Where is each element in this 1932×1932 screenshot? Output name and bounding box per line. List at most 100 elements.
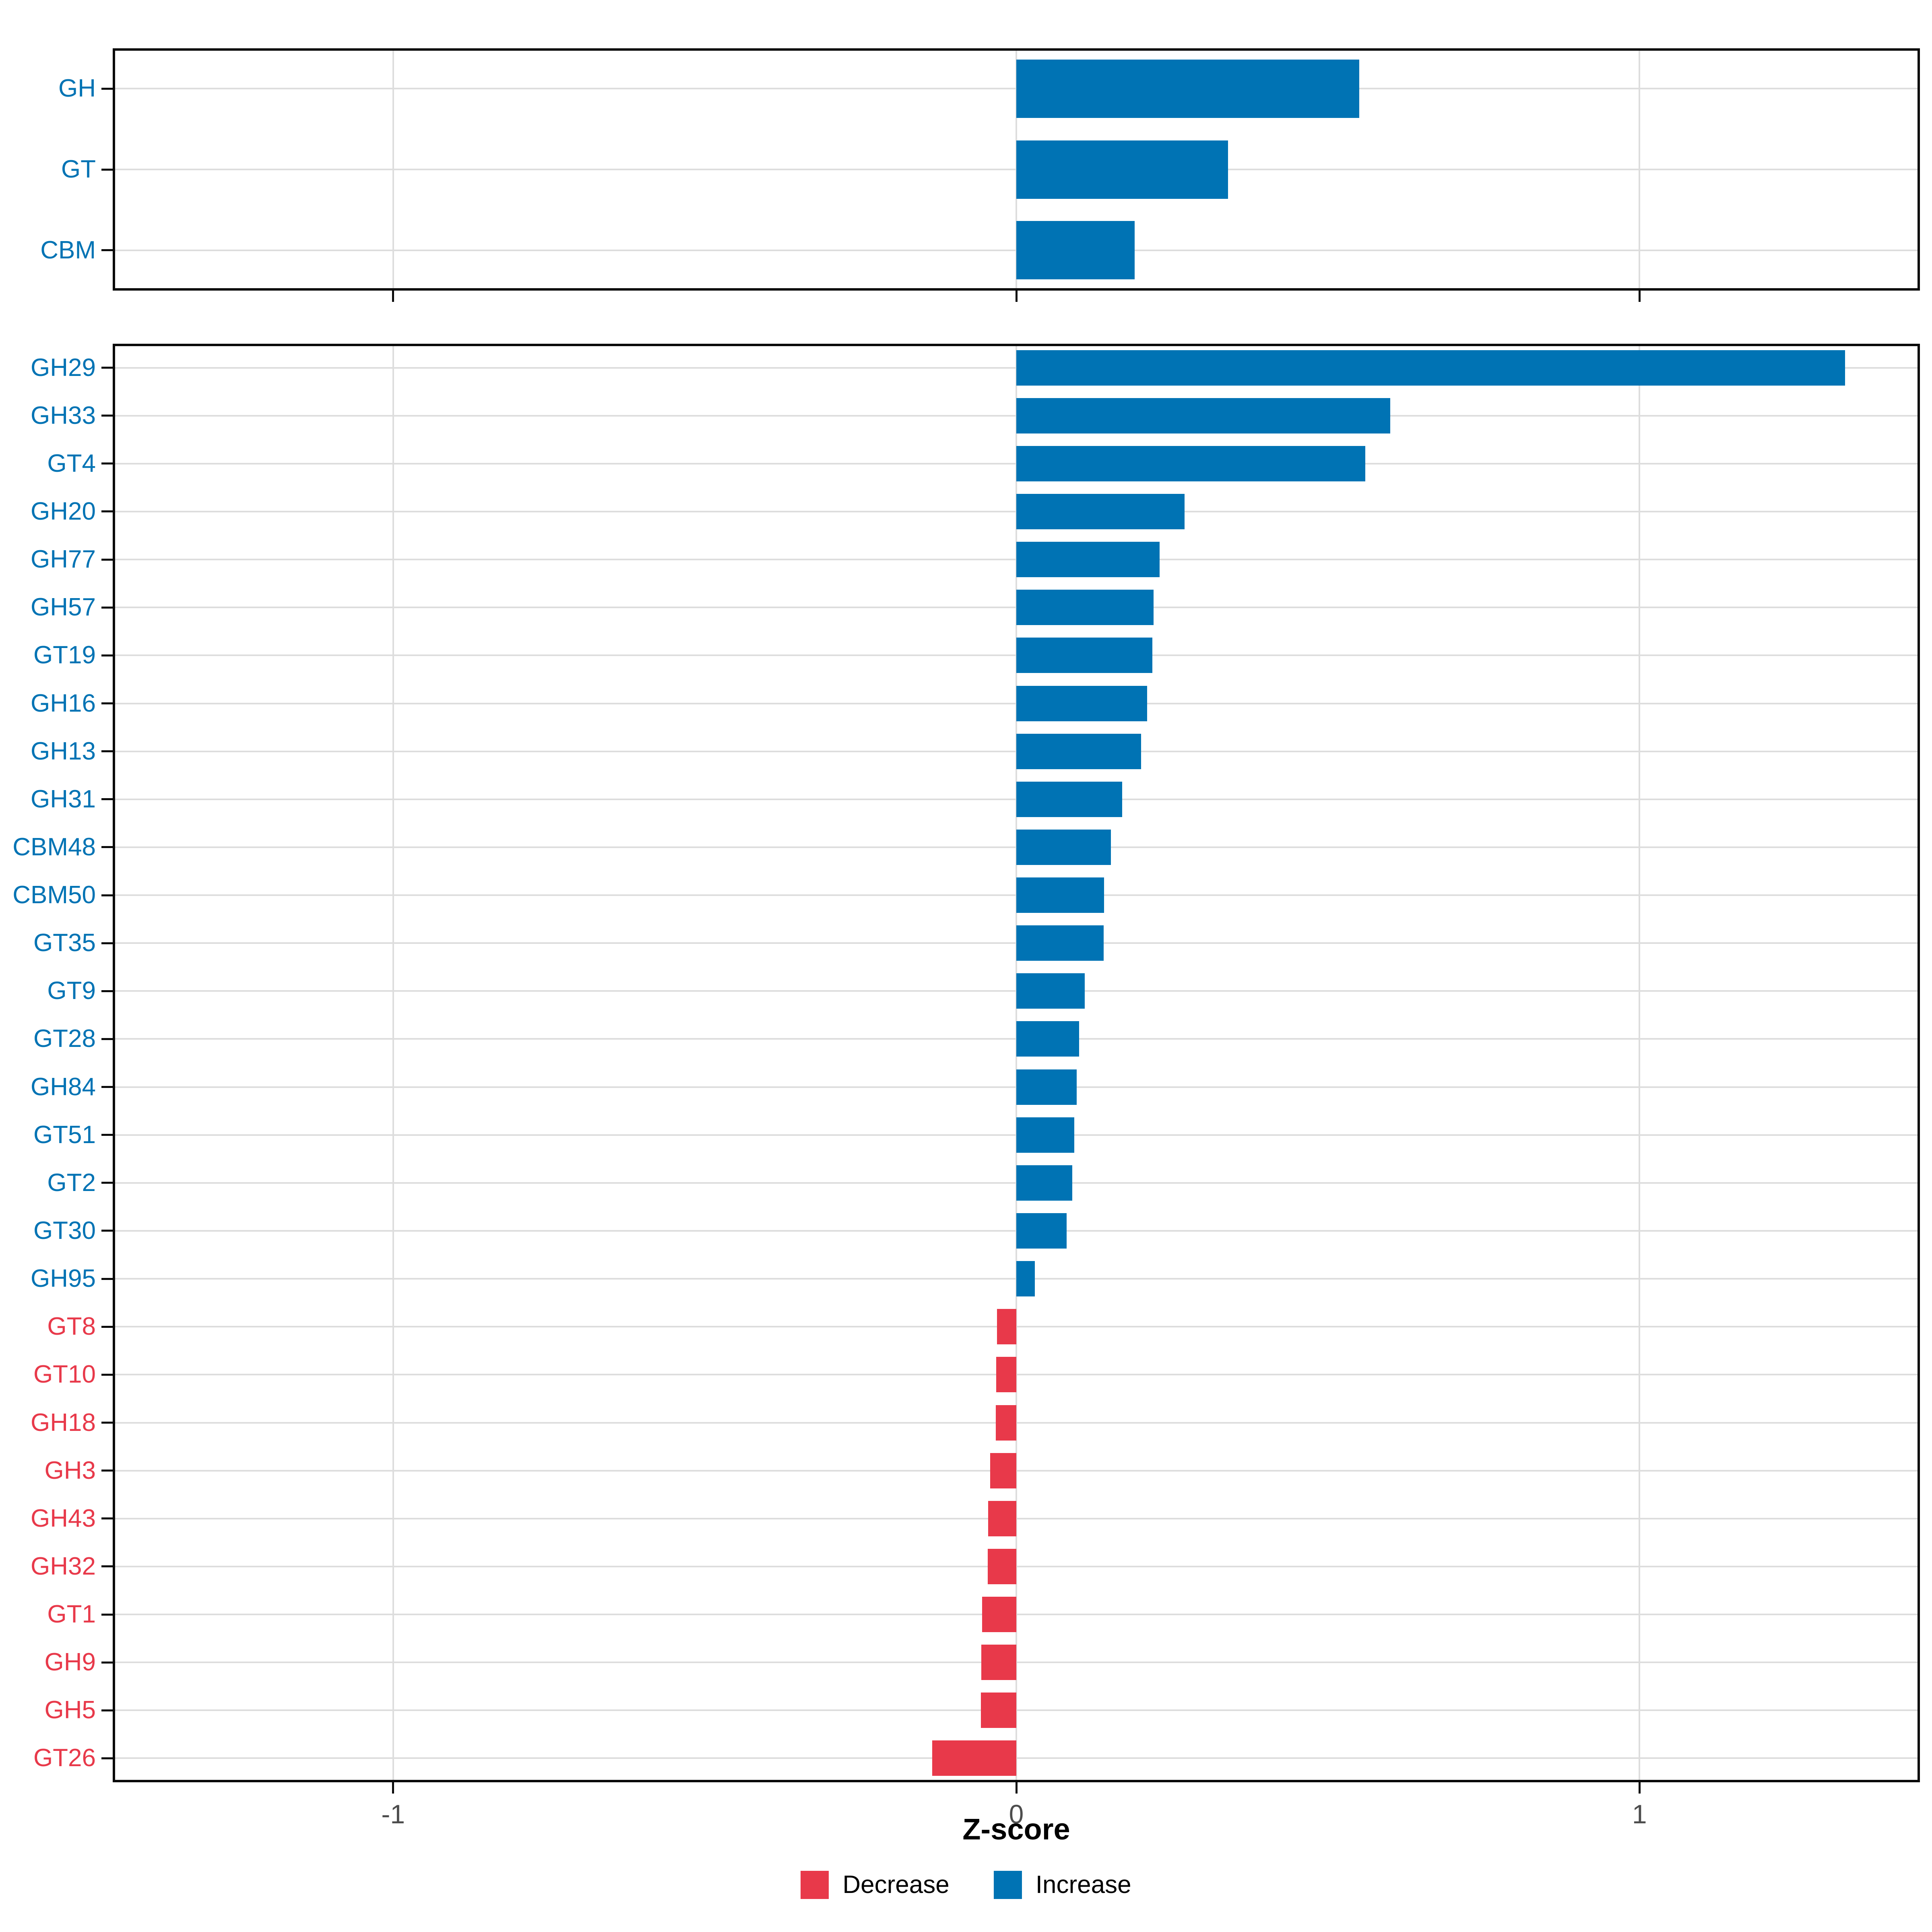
y-tick (101, 1325, 113, 1328)
y-gridline (115, 1422, 1918, 1424)
row-label: GT51 (33, 1121, 96, 1149)
bar (982, 1597, 1016, 1633)
row-label: GT2 (47, 1168, 96, 1197)
y-tick (101, 1613, 113, 1616)
y-gridline (115, 1709, 1918, 1711)
row-label: GH29 (31, 353, 96, 382)
x-tick-label: 0 (1009, 1799, 1024, 1829)
row-label: GT10 (33, 1360, 96, 1389)
y-tick (101, 846, 113, 848)
row-label: GH31 (31, 785, 96, 813)
row-label: GH3 (44, 1456, 96, 1484)
bar (1016, 829, 1111, 865)
x-tick (1015, 291, 1018, 302)
row-label: GT9 (47, 977, 96, 1005)
bar (1016, 446, 1366, 481)
bar (1016, 398, 1390, 433)
bar (1016, 685, 1148, 721)
x-tick (1015, 1782, 1018, 1794)
y-gridline (115, 1326, 1918, 1328)
x-tick (1638, 1782, 1641, 1794)
row-label: GT26 (33, 1744, 96, 1772)
bar (1016, 1117, 1074, 1153)
row-label: GH95 (31, 1265, 96, 1293)
bar (1016, 733, 1141, 769)
row-label: GH18 (31, 1408, 96, 1437)
row-label: GT30 (33, 1216, 96, 1245)
y-tick (101, 1757, 113, 1759)
row-label: GT35 (33, 929, 96, 957)
top-panel (113, 48, 1920, 291)
legend-swatch-increase-icon (993, 1871, 1022, 1899)
bar (990, 1453, 1016, 1488)
y-tick (101, 1565, 113, 1568)
y-tick (101, 606, 113, 609)
y-tick (101, 415, 113, 417)
bar (995, 1405, 1016, 1441)
row-label: GT28 (33, 1025, 96, 1053)
y-tick (101, 510, 113, 513)
y-tick (101, 654, 113, 656)
legend-swatch-decrease-icon (801, 1871, 829, 1899)
row-label: CBM (40, 236, 96, 264)
y-tick (101, 894, 113, 896)
y-tick (101, 1373, 113, 1376)
row-label: GH16 (31, 689, 96, 717)
bar (932, 1740, 1016, 1776)
row-label: GT1 (47, 1600, 96, 1629)
y-gridline (115, 1374, 1918, 1376)
bar (996, 1357, 1016, 1393)
bar (1016, 973, 1085, 1009)
bar (1016, 1165, 1073, 1201)
row-label: GH43 (31, 1504, 96, 1532)
y-tick (101, 249, 113, 252)
row-label: GH5 (44, 1696, 96, 1724)
y-gridline (115, 1614, 1918, 1616)
row-label: GH (58, 74, 96, 103)
row-label: GT19 (33, 641, 96, 669)
bar (1016, 350, 1845, 386)
x-tick (1638, 291, 1641, 302)
y-tick (101, 1661, 113, 1664)
y-tick (101, 1134, 113, 1136)
bar (1016, 59, 1359, 118)
y-gridline (115, 1662, 1918, 1664)
y-tick (101, 87, 113, 90)
y-tick (101, 1278, 113, 1280)
bar (1016, 1213, 1067, 1249)
y-tick (101, 798, 113, 801)
x-axis-title: Z-score (962, 1812, 1070, 1846)
bar (1016, 493, 1185, 529)
y-tick (101, 367, 113, 369)
y-tick (101, 1230, 113, 1232)
bar (1016, 781, 1123, 817)
y-tick (101, 558, 113, 561)
y-tick (101, 942, 113, 944)
y-tick (101, 1086, 113, 1088)
y-gridline (115, 1517, 1918, 1519)
legend-label-increase: Increase (1035, 1871, 1131, 1899)
legend: Decrease Increase (0, 1871, 1932, 1899)
y-gridline (115, 1470, 1918, 1472)
x-tick (392, 291, 394, 302)
bar (1016, 542, 1160, 578)
y-tick (101, 1422, 113, 1424)
y-gridline (115, 1565, 1918, 1567)
row-label: CBM50 (12, 881, 96, 909)
row-label: GH57 (31, 593, 96, 621)
y-tick (101, 1470, 113, 1472)
bar (1016, 1261, 1035, 1297)
y-tick (101, 750, 113, 753)
legend-item-decrease: Decrease (801, 1871, 949, 1899)
bar (1016, 877, 1104, 913)
bar (1016, 140, 1228, 199)
bar (1016, 1021, 1080, 1057)
bar (988, 1501, 1016, 1536)
y-tick (101, 702, 113, 704)
x-gridline (1016, 346, 1017, 1780)
row-label: GH84 (31, 1073, 96, 1101)
bar (1016, 221, 1135, 280)
legend-label-decrease: Decrease (842, 1871, 949, 1899)
row-label: GT8 (47, 1313, 96, 1341)
